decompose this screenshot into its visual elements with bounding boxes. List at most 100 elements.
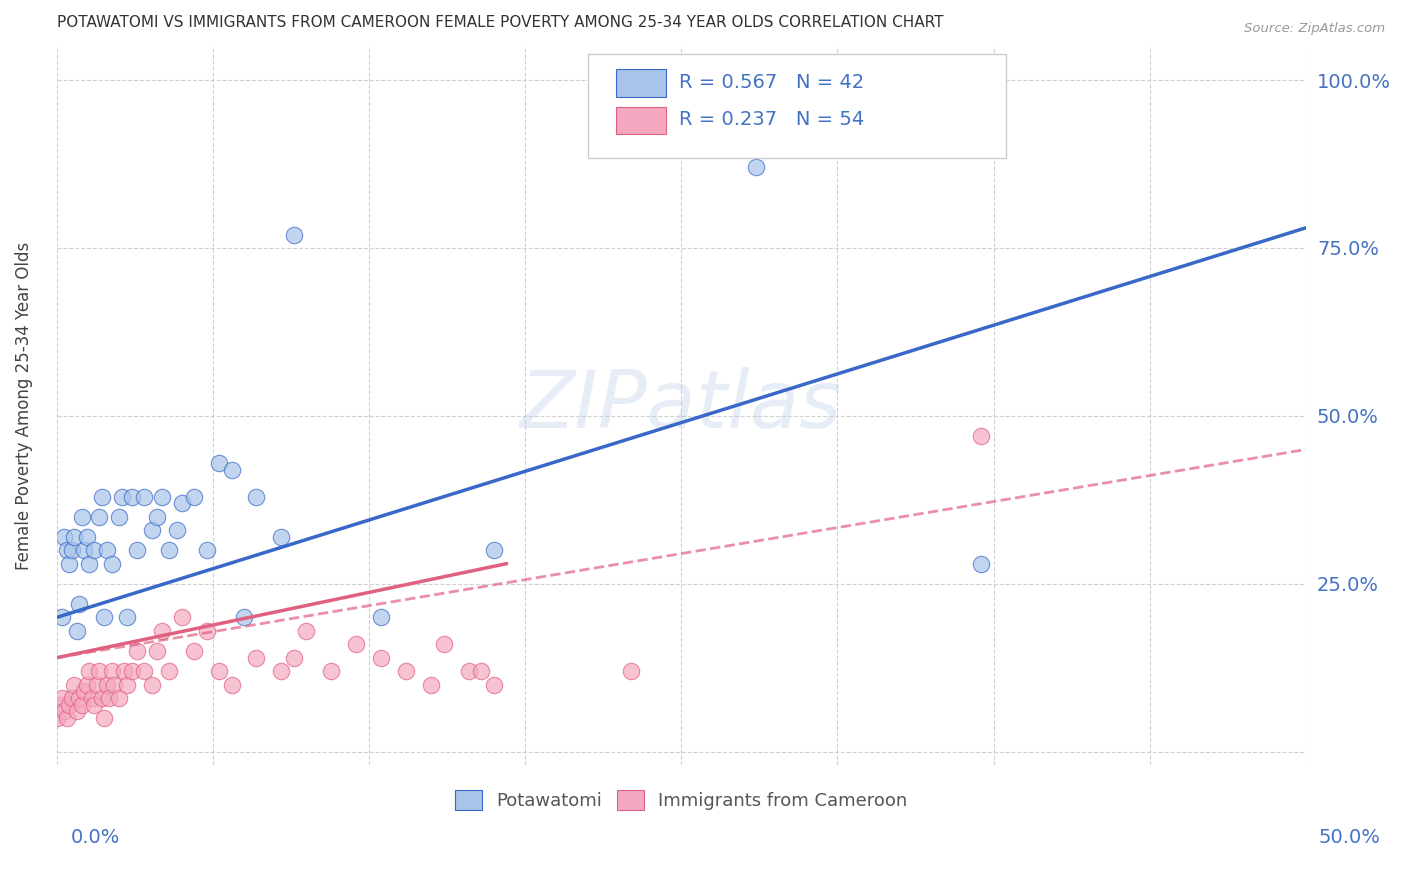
Point [157,664,180,678]
Point [60,543,83,558]
Point [745,161,768,175]
Point [270,530,292,544]
Point [125,644,148,658]
Point [96,677,118,691]
Point [60,691,83,706]
Point [90,691,112,706]
Point [370,650,392,665]
Point [145,509,167,524]
Point [482,543,505,558]
Point [245,650,267,665]
FancyBboxPatch shape [588,54,1007,158]
Point [132,490,155,504]
Point [270,664,292,678]
Point [970,429,993,443]
Point [58,557,80,571]
Point [208,456,231,470]
Point [115,677,138,691]
Point [77,557,100,571]
Point [103,677,125,691]
Point [150,490,173,504]
Point [125,543,148,558]
Text: R = 0.237   N = 54: R = 0.237 N = 54 [679,111,865,129]
Point [470,664,492,678]
Point [83,698,105,712]
Point [208,664,231,678]
Point [457,664,479,678]
Point [53,705,76,719]
Point [121,490,143,504]
Bar [616,70,666,96]
Point [283,650,305,665]
Point [195,543,218,558]
Point [51,610,73,624]
Point [141,523,163,537]
Point [77,664,100,678]
Point [76,530,98,544]
Point [132,664,155,678]
Point [115,610,138,624]
Point [150,624,173,638]
Point [80,691,103,706]
Point [145,644,167,658]
Point [321,664,343,678]
Y-axis label: Female Poverty Among 25-34 Year Olds: Female Poverty Among 25-34 Year Olds [15,242,32,570]
Point [221,677,243,691]
Point [90,490,112,504]
Point [233,610,256,624]
Text: 0.0%: 0.0% [70,828,121,847]
Point [170,496,193,510]
Point [283,227,305,242]
Point [221,463,243,477]
Point [100,664,122,678]
Point [121,664,143,678]
Point [73,543,96,558]
Point [63,530,86,544]
Point [48,698,70,712]
Text: ZIPatlas: ZIPatlas [520,367,842,445]
Point [70,698,93,712]
Point [157,543,180,558]
Point [110,490,132,504]
Point [55,543,77,558]
Point [245,490,267,504]
Point [76,677,98,691]
Point [195,624,218,638]
Point [482,677,505,691]
Point [100,557,122,571]
Point [295,624,318,638]
Point [112,664,135,678]
Bar [616,107,666,134]
Point [45,711,67,725]
Point [93,610,115,624]
Point [55,711,77,725]
Point [170,610,193,624]
Text: 50.0%: 50.0% [1319,828,1381,847]
Point [98,691,121,706]
Point [73,684,96,698]
Point [395,664,418,678]
Point [83,543,105,558]
Text: POTAWATOMI VS IMMIGRANTS FROM CAMEROON FEMALE POVERTY AMONG 25-34 YEAR OLDS CORR: POTAWATOMI VS IMMIGRANTS FROM CAMEROON F… [56,15,943,30]
Point [108,509,131,524]
Point [86,677,108,691]
Point [93,711,115,725]
Point [370,610,392,624]
Text: Source: ZipAtlas.com: Source: ZipAtlas.com [1244,22,1385,36]
Point [87,509,110,524]
Legend: Potawatomi, Immigrants from Cameroon: Potawatomi, Immigrants from Cameroon [447,783,915,817]
Point [183,490,205,504]
Point [166,523,188,537]
Point [51,691,73,706]
Point [63,677,86,691]
Point [141,677,163,691]
Point [96,543,118,558]
Point [67,597,90,611]
Point [420,677,443,691]
Point [67,691,90,706]
Point [65,705,87,719]
Point [65,624,87,638]
Point [70,509,93,524]
Point [183,644,205,658]
Point [108,691,131,706]
